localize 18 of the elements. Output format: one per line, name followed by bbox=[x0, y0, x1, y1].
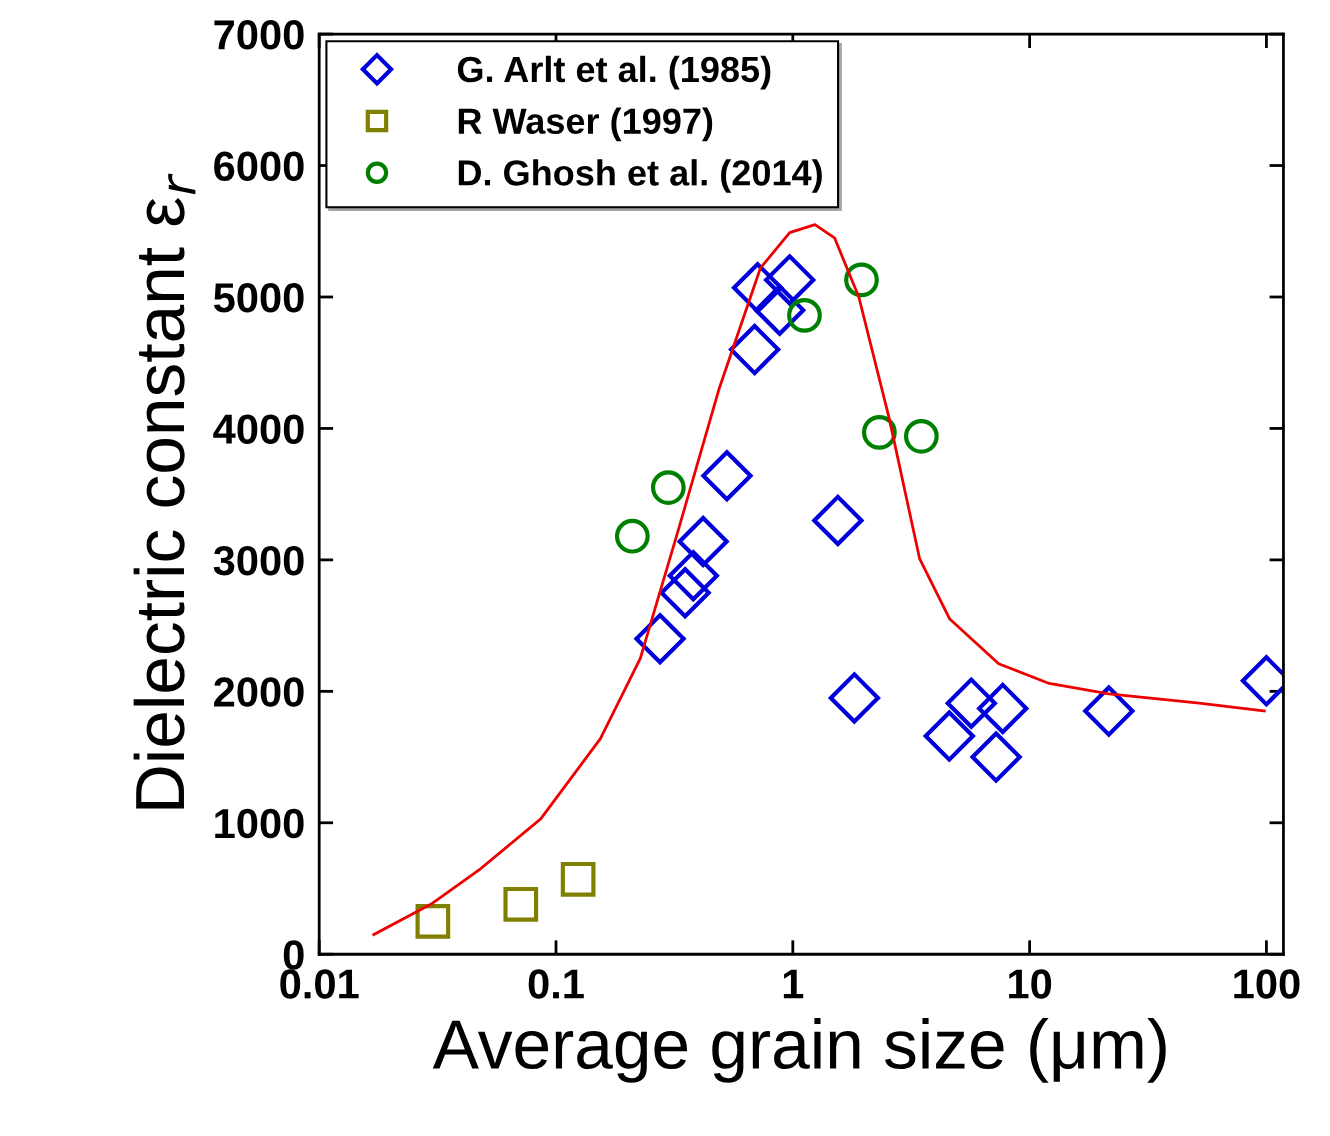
legend-label: G. Arlt et al. (1985) bbox=[457, 55, 771, 90]
legend-label: D. Ghosh et al. (2014) bbox=[458, 159, 822, 193]
y-tick-label: 6000 bbox=[214, 151, 304, 182]
x-axis-title: Average grain size (μm) bbox=[432, 1018, 1166, 1083]
y-tick-label: 2000 bbox=[214, 677, 304, 707]
y-tick-label: 7000 bbox=[214, 20, 304, 50]
y-tick-label: 5000 bbox=[213, 282, 304, 313]
x-tick-label: 0.01 bbox=[280, 969, 359, 999]
x-tick-label: 10 bbox=[1009, 969, 1052, 999]
y-tick-label: 1000 bbox=[215, 808, 304, 839]
y-tick-label: 0 bbox=[283, 940, 304, 970]
x-tick-label: 100 bbox=[1234, 969, 1300, 999]
x-tick-label: 1 bbox=[783, 969, 804, 999]
y-axis-title: Dielectric constant ε$_{r}$ bbox=[133, 173, 196, 809]
y-tick-label: 3000 bbox=[213, 545, 304, 576]
legend-label: R Waser (1997) bbox=[458, 107, 713, 142]
x-tick-label: 0.1 bbox=[528, 969, 584, 999]
y-tick-label: 4000 bbox=[213, 414, 304, 444]
